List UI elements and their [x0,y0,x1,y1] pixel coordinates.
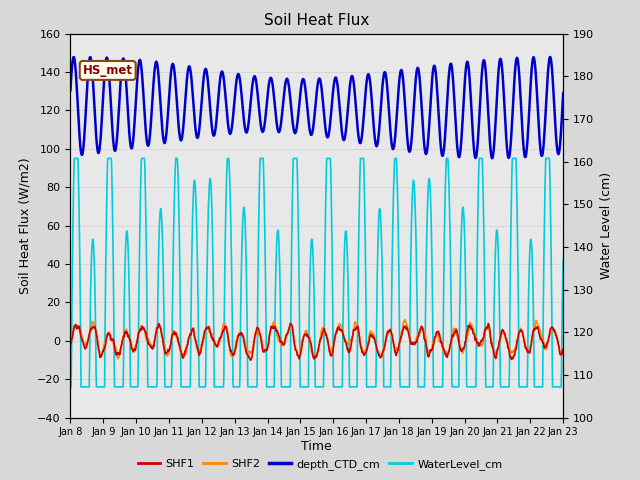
SHF1 [164,347,172,352]
SHF1 [287,321,294,326]
depth_CTD_cm [393,113,401,119]
X-axis label: Time: Time [301,440,332,453]
Y-axis label: Water Level (cm): Water Level (cm) [600,172,612,279]
SHF1 [231,348,239,353]
depth_CTD_cm [547,54,554,60]
Title: Soil Heat Flux: Soil Heat Flux [264,13,369,28]
SHF1 [394,349,401,355]
depth_CTD_cm [559,90,567,96]
SHF1 [67,343,74,349]
SHF2 [232,342,239,348]
WaterLevel_cm [177,310,184,315]
depth_CTD_cm [488,155,496,161]
WaterLevel_cm [501,384,509,390]
WaterLevel_cm [232,384,239,390]
SHF1 [246,357,254,363]
WaterLevel_cm [70,156,78,161]
Legend: SHF1, SHF2, depth_CTD_cm, WaterLevel_cm: SHF1, SHF2, depth_CTD_cm, WaterLevel_cm [133,455,507,474]
WaterLevel_cm [458,225,465,231]
SHF2 [114,356,122,362]
depth_CTD_cm [67,87,74,93]
SHF2 [559,346,567,352]
WaterLevel_cm [559,257,567,263]
Line: depth_CTD_cm: depth_CTD_cm [70,57,563,158]
depth_CTD_cm [164,110,172,116]
SHF1 [176,345,184,351]
SHF2 [458,348,466,353]
depth_CTD_cm [501,113,509,119]
SHF2 [502,333,509,338]
depth_CTD_cm [231,91,239,96]
Line: SHF2: SHF2 [70,320,563,359]
SHF2 [401,317,409,323]
SHF1 [559,347,567,353]
SHF2 [67,344,74,350]
Line: SHF1: SHF1 [70,324,563,360]
SHF1 [502,334,509,340]
Line: WaterLevel_cm: WaterLevel_cm [70,158,563,387]
WaterLevel_cm [393,174,401,180]
SHF2 [164,352,172,358]
SHF2 [177,346,184,352]
Text: HS_met: HS_met [83,64,132,77]
depth_CTD_cm [458,140,465,146]
depth_CTD_cm [176,135,184,141]
WaterLevel_cm [164,384,172,390]
SHF2 [393,345,401,351]
WaterLevel_cm [67,384,74,390]
SHF1 [458,348,466,354]
Y-axis label: Soil Heat Flux (W/m2): Soil Heat Flux (W/m2) [19,157,31,294]
